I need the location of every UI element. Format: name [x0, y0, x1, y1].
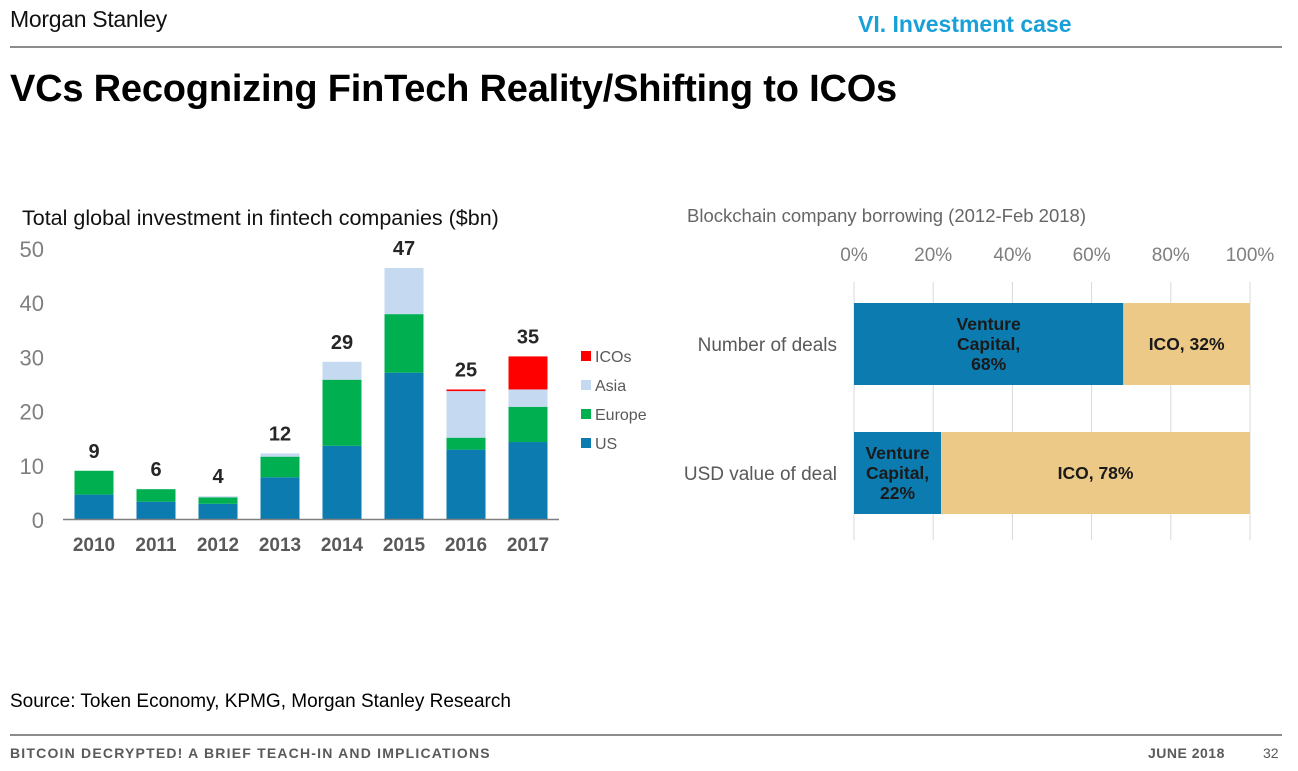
- bar-segment-asia-2014: [322, 361, 362, 380]
- left-total-labels: 9 6 4 12 29 47 25 35: [88, 238, 539, 488]
- fintech-investment-chart: Total global investment in fintech compa…: [20, 206, 647, 556]
- footer-divider: [10, 734, 1282, 736]
- right-chart-title: Blockchain company borrowing (2012-Feb 2…: [687, 205, 1086, 226]
- left-x-axis: 2010 2011 2012 2013 2014 2015 2016 2017: [73, 535, 549, 556]
- total-label-2012: 4: [212, 466, 224, 488]
- legend-swatch-us: [581, 438, 591, 448]
- legend-swatch-asia: [581, 380, 591, 390]
- x-tick-label: 2012: [197, 535, 239, 556]
- bar-segment-us-2012: [198, 503, 238, 519]
- bar-data-label: ICO, 78%: [1058, 463, 1134, 483]
- total-label-2010: 9: [88, 441, 99, 463]
- x-tick-label: 80%: [1152, 245, 1190, 266]
- legend-swatch-icos: [581, 351, 591, 361]
- legend-label-asia: Asia: [595, 378, 626, 395]
- x-tick-label: 2011: [135, 535, 177, 556]
- footer-report-title: BITCOIN DECRYPTED! A BRIEF TEACH-IN AND …: [10, 745, 491, 761]
- bar-segment-asia-2016: [446, 391, 486, 438]
- bar-segment-europe-2015: [384, 314, 424, 373]
- bar-segment-asia-2015: [384, 268, 424, 315]
- category-label-1: Number of deals: [698, 335, 837, 356]
- bar-segment-asia-2012: [198, 496, 238, 498]
- x-tick-label: 2017: [507, 535, 549, 556]
- x-tick-label: 40%: [993, 245, 1031, 266]
- bar-segment-europe-2017: [508, 406, 548, 443]
- bar-segment-europe-2014: [322, 379, 362, 446]
- page-number: 32: [1263, 745, 1279, 761]
- bar-data-label: Capital,: [866, 463, 929, 483]
- source-note: Source: Token Economy, KPMG, Morgan Stan…: [10, 691, 511, 712]
- x-tick-label: 0%: [840, 245, 868, 266]
- total-label-2015: 47: [393, 238, 415, 260]
- total-label-2011: 6: [150, 459, 161, 481]
- y-tick-label: 20: [20, 400, 44, 425]
- footer-date: JUNE 2018: [1148, 745, 1225, 761]
- bar-segment-us-2015: [384, 372, 424, 519]
- bar-segment-icos-2016: [446, 389, 486, 392]
- bar-segment-us-2010: [74, 494, 114, 519]
- right-category-labels: Number of deals USD value of deal: [684, 335, 837, 485]
- morgan-stanley-logo: Morgan Stanley: [10, 6, 167, 32]
- blockchain-borrowing-chart: Blockchain company borrowing (2012-Feb 2…: [684, 205, 1274, 540]
- bar-segment-europe-2012: [198, 497, 238, 504]
- y-tick-label: 50: [20, 237, 44, 262]
- bar-data-label: ICO, 32%: [1149, 334, 1225, 354]
- bar-data-label: Capital,: [957, 334, 1020, 354]
- x-tick-label: 2015: [383, 535, 426, 556]
- bar-segment-asia-2013: [260, 453, 300, 457]
- bar-segment-us-2014: [322, 445, 362, 519]
- bar-segment-venture-capital-2: [854, 432, 942, 514]
- bar-segment-europe-2013: [260, 456, 300, 478]
- bar-segment-ico-1: [1123, 303, 1250, 385]
- legend-swatch-europe: [581, 409, 591, 419]
- bar-data-label: Venture: [865, 443, 929, 463]
- bar-data-label: 22%: [880, 483, 915, 503]
- left-y-axis: 0 10 20 30 40 50: [20, 237, 44, 533]
- left-bars: [74, 268, 548, 519]
- bar-segment-us-2013: [260, 477, 300, 519]
- left-legend: ICOs Asia Europe US: [581, 349, 647, 453]
- bar-segment-europe-2016: [446, 437, 486, 450]
- x-tick-label: 2014: [321, 535, 364, 556]
- category-label-2: USD value of deal: [684, 464, 837, 485]
- header-divider: [10, 46, 1282, 48]
- y-tick-label: 0: [32, 508, 44, 533]
- legend-label-icos: ICOs: [595, 349, 631, 366]
- bar-data-label: 68%: [971, 354, 1006, 374]
- y-tick-label: 30: [20, 345, 44, 370]
- bar-segment-us-2011: [136, 501, 176, 519]
- legend-label-us: US: [595, 436, 617, 453]
- y-tick-label: 10: [20, 454, 44, 479]
- bar-segment-icos-2017: [508, 356, 548, 390]
- x-tick-label: 20%: [914, 245, 952, 266]
- x-tick-label: 60%: [1073, 245, 1111, 266]
- left-chart-title: Total global investment in fintech compa…: [22, 206, 499, 230]
- section-label: VI. Investment case: [858, 11, 1072, 37]
- x-tick-label: 2013: [259, 535, 301, 556]
- total-label-2017: 35: [517, 326, 539, 348]
- right-x-axis: 0% 20% 40% 60% 80% 100%: [840, 245, 1274, 266]
- bar-segment-europe-2011: [136, 489, 176, 502]
- total-label-2013: 12: [269, 423, 291, 445]
- bar-segment-us-2017: [508, 442, 548, 519]
- bar-segment-ico-2: [941, 432, 1250, 514]
- bar-segment-asia-2017: [508, 389, 548, 407]
- x-tick-label: 100%: [1226, 245, 1275, 266]
- total-label-2014: 29: [331, 332, 353, 354]
- bar-segment-europe-2010: [74, 470, 114, 495]
- x-tick-label: 2010: [73, 535, 115, 556]
- bar-segment-us-2016: [446, 449, 486, 519]
- total-label-2016: 25: [455, 359, 477, 381]
- page-title: VCs Recognizing FinTech Reality/Shifting…: [10, 68, 897, 110]
- legend-label-europe: Europe: [595, 407, 647, 424]
- bar-segment-venture-capital-1: [854, 303, 1124, 385]
- y-tick-label: 40: [20, 291, 44, 316]
- bar-data-label: Venture: [957, 314, 1021, 334]
- x-tick-label: 2016: [445, 535, 487, 556]
